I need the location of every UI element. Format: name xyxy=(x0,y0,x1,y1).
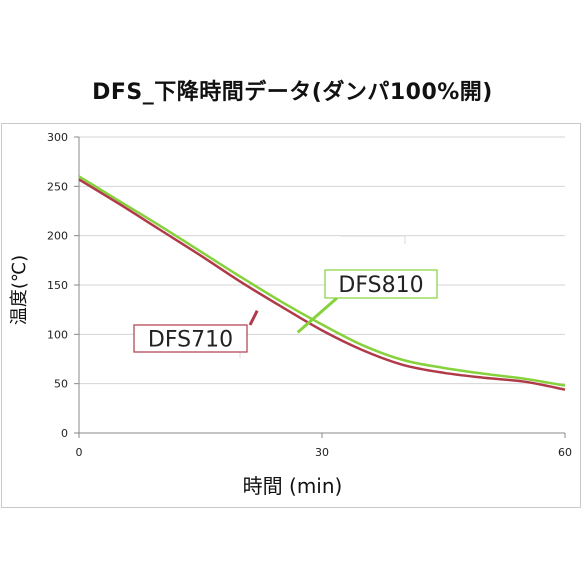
x-tick-labels: 0 30 60 xyxy=(76,446,573,459)
y-tick-label: 50 xyxy=(54,378,68,391)
callout-label: DFS810 xyxy=(338,273,423,298)
y-tick-label: 200 xyxy=(47,230,68,243)
callouts: DFS810 DFS710 xyxy=(133,235,438,358)
y-tick-label: 100 xyxy=(47,328,68,341)
x-axis-label: 時間 (min) xyxy=(242,474,343,498)
series-lines xyxy=(78,175,566,391)
callout-label: DFS710 xyxy=(148,328,233,353)
callout-dfs710: DFS710 xyxy=(133,309,259,358)
callout-shadow xyxy=(173,351,241,358)
callout-leader xyxy=(248,309,259,326)
y-tick-label: 250 xyxy=(47,180,68,193)
x-tick-label: 60 xyxy=(558,446,572,459)
x-tick-label: 0 xyxy=(76,446,83,459)
callout-dfs810: DFS810 xyxy=(296,235,438,334)
chart-title: DFS_下降時間データ(ダンパ100%開) xyxy=(92,80,493,105)
chart-frame xyxy=(1,123,581,508)
x-tick-label: 30 xyxy=(315,446,329,459)
series-line-dfs710 xyxy=(78,178,566,391)
callout-box xyxy=(133,324,248,353)
y-tick-labels: 0 50 100 150 200 250 300 xyxy=(47,131,68,440)
y-axis-label: 温度(℃) xyxy=(9,254,30,326)
callout-box xyxy=(324,269,438,299)
callout-leader xyxy=(296,296,338,334)
series-line-dfs810 xyxy=(78,175,566,387)
y-tick-label: 0 xyxy=(61,427,68,440)
y-tick-label: 300 xyxy=(47,131,68,144)
axes xyxy=(74,136,566,438)
callout-shadow xyxy=(340,235,406,244)
y-tick-label: 150 xyxy=(47,279,68,292)
